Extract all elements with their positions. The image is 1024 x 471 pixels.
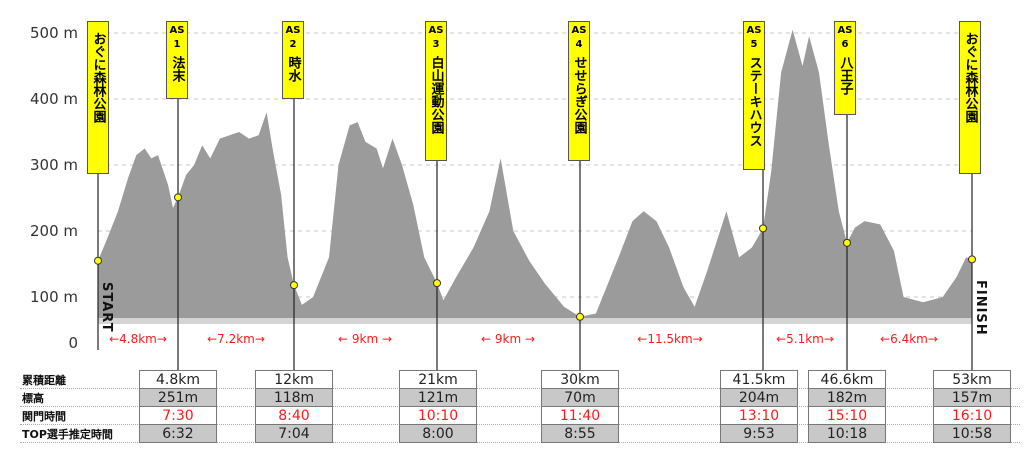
y-tick-100: 100 m bbox=[29, 288, 78, 306]
flag-as5: AS 5 ステーキハウス bbox=[743, 21, 765, 170]
row-label-cutoff-time: 関門時間 bbox=[22, 410, 66, 423]
elevation-cell: 118m bbox=[256, 389, 332, 407]
cutoff-cell: 7:30 bbox=[140, 407, 216, 425]
elevation-cell: 121m bbox=[400, 389, 476, 407]
distance-cell: 12km bbox=[256, 371, 332, 389]
segment-distance-7: ←6.4km→ bbox=[880, 332, 938, 346]
y-tick-300: 300 m bbox=[29, 156, 78, 174]
top-time-cell: 10:58 bbox=[934, 425, 1010, 442]
flag-start-ogni-forest-park: おぐに森林公園 bbox=[87, 21, 109, 174]
cutoff-cell: 16:10 bbox=[934, 407, 1010, 425]
y-tick-500: 500 m bbox=[29, 24, 78, 42]
row-divider bbox=[20, 424, 1020, 425]
flag-finish-ogni-forest-park: おぐに森林公園 bbox=[959, 21, 981, 174]
flag-as2: AS 2 時水 bbox=[282, 21, 304, 99]
elevation-cell: 157m bbox=[934, 389, 1010, 407]
top-time-cell: 8:00 bbox=[400, 425, 476, 442]
distance-cell: 53km bbox=[934, 371, 1010, 389]
cutoff-cell: 15:10 bbox=[809, 407, 885, 425]
distance-cell: 46.6km bbox=[809, 371, 885, 389]
station-table-as6: 46.6km 182m 15:10 10:18 bbox=[808, 370, 886, 443]
top-time-cell: 10:18 bbox=[809, 425, 885, 442]
elevation-cell: 70m bbox=[542, 389, 618, 407]
row-divider bbox=[20, 442, 1020, 443]
finish-label: FINISH bbox=[973, 280, 988, 336]
cutoff-cell: 10:10 bbox=[400, 407, 476, 425]
segment-distance-3: ← 9km → bbox=[337, 332, 393, 346]
top-time-cell: 7:04 bbox=[256, 425, 332, 442]
distance-cell: 21km bbox=[400, 371, 476, 389]
segment-distance-5: ←11.5km→ bbox=[637, 332, 703, 346]
elevation-cell: 182m bbox=[809, 389, 885, 407]
station-table-as3: 21km 121m 10:10 8:00 bbox=[399, 370, 477, 443]
station-table-as2: 12km 118m 8:40 7:04 bbox=[255, 370, 333, 443]
y-tick-200: 200 m bbox=[29, 222, 78, 240]
row-divider bbox=[20, 406, 1020, 407]
station-table-as5: 41.5km 204m 13:10 9:53 bbox=[720, 370, 798, 443]
station-markers bbox=[94, 193, 976, 321]
station-table-finish: 53km 157m 16:10 10:58 bbox=[933, 370, 1011, 443]
station-table-as4: 30km 70m 11:40 8:55 bbox=[541, 370, 619, 443]
top-time-cell: 9:53 bbox=[721, 425, 797, 442]
baseline-band bbox=[98, 318, 972, 324]
elevation-cell: 251m bbox=[140, 389, 216, 407]
cutoff-cell: 8:40 bbox=[256, 407, 332, 425]
distance-cell: 30km bbox=[542, 371, 618, 389]
distance-cell: 4.8km bbox=[140, 371, 216, 389]
station-table-as1: 4.8km 251m 7:30 6:32 bbox=[139, 370, 217, 443]
top-time-cell: 8:55 bbox=[542, 425, 618, 442]
y-tick-0: 0 bbox=[68, 334, 78, 352]
row-label-cumulative-distance: 累積距離 bbox=[22, 374, 66, 387]
flag-as1: AS 1 法末 bbox=[166, 21, 188, 99]
elevation-profile-area bbox=[98, 29, 972, 323]
segment-distance-4: ← 9km → bbox=[480, 332, 536, 346]
row-label-top-runner-time: TOP選手推定時間 bbox=[22, 428, 113, 441]
start-label: START bbox=[99, 282, 114, 333]
flag-as6: AS 6 八王子 bbox=[834, 21, 856, 115]
cutoff-cell: 13:10 bbox=[721, 407, 797, 425]
elevation-cell: 204m bbox=[721, 389, 797, 407]
flag-as3: AS 3 白山運動公園 bbox=[425, 21, 447, 161]
y-tick-400: 400 m bbox=[29, 90, 78, 108]
flag-as4: AS 4 せせらぎ公園 bbox=[568, 21, 590, 161]
segment-distance-6: ←5.1km→ bbox=[776, 332, 834, 346]
cutoff-cell: 11:40 bbox=[542, 407, 618, 425]
row-label-elevation: 標高 bbox=[22, 392, 44, 405]
segment-distance-1: ←4.8km→ bbox=[109, 332, 167, 346]
row-divider bbox=[20, 388, 1020, 389]
distance-cell: 41.5km bbox=[721, 371, 797, 389]
top-time-cell: 6:32 bbox=[140, 425, 216, 442]
segment-distance-2: ←7.2km→ bbox=[207, 332, 265, 346]
